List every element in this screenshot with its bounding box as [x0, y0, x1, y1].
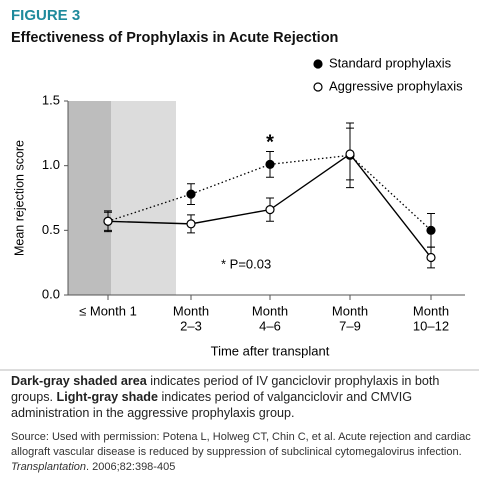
x-tick-label: Month — [332, 303, 368, 318]
y-tick-label: 1.0 — [42, 157, 60, 172]
x-tick-label: ≤ Month 1 — [79, 303, 137, 318]
series-line — [107, 154, 432, 231]
caption-text: indicates period of valganciclovir and C… — [11, 390, 413, 420]
figure-label: FIGURE 3 — [11, 7, 80, 24]
caption-bold: Light-gray shade — [56, 390, 158, 404]
x-tick-label: Month — [252, 303, 288, 318]
caption-text: indicates period of IV ganciclovir proph… — [11, 374, 440, 404]
light-shade — [111, 101, 176, 295]
chart: FIGURE 3 Effectiveness of Prophylaxis in… — [0, 7, 479, 371]
point — [265, 159, 275, 169]
legend-label: Standard prophylaxis — [329, 55, 452, 70]
x-axis-label: Time after transplant — [211, 343, 330, 358]
chart-title: Effectiveness of Prophylaxis in Acute Re… — [11, 30, 338, 46]
source: Source: Used with permission: Potena L, … — [11, 430, 473, 475]
source-text: Source: Used with permission: Potena L, … — [11, 431, 471, 458]
point — [265, 205, 275, 215]
point — [345, 149, 355, 159]
y-tick-label: 1.5 — [42, 92, 60, 107]
x-tick-label: 7–9 — [339, 318, 361, 333]
legend-label: Aggressive prophylaxis — [329, 78, 463, 93]
significance-star: * — [266, 131, 274, 153]
note: * P=0.03 — [221, 256, 271, 271]
caption-bold: Dark-gray shaded area — [11, 374, 147, 388]
x-tick-label: 2–3 — [180, 318, 202, 333]
legend-marker — [313, 59, 323, 69]
point — [426, 252, 436, 263]
point — [103, 216, 113, 226]
x-tick-label: 10–12 — [413, 318, 449, 333]
point — [426, 225, 436, 235]
x-tick-label: Month — [413, 303, 449, 318]
source-text: . 2006;82:398-405 — [86, 461, 176, 473]
x-tick-label: 4–6 — [259, 318, 281, 333]
y-tick-label: 0.0 — [42, 286, 60, 301]
source-journal: Transplantation — [11, 461, 87, 473]
caption: Dark-gray shaded area indicates period o… — [11, 373, 473, 421]
dark-shade — [68, 101, 111, 295]
point — [186, 189, 196, 199]
x-tick-label: Month — [173, 303, 209, 318]
point — [186, 219, 196, 229]
y-tick-label: 0.5 — [42, 222, 60, 237]
y-axis-label: Mean rejection score — [12, 140, 26, 256]
legend-marker — [313, 82, 323, 92]
